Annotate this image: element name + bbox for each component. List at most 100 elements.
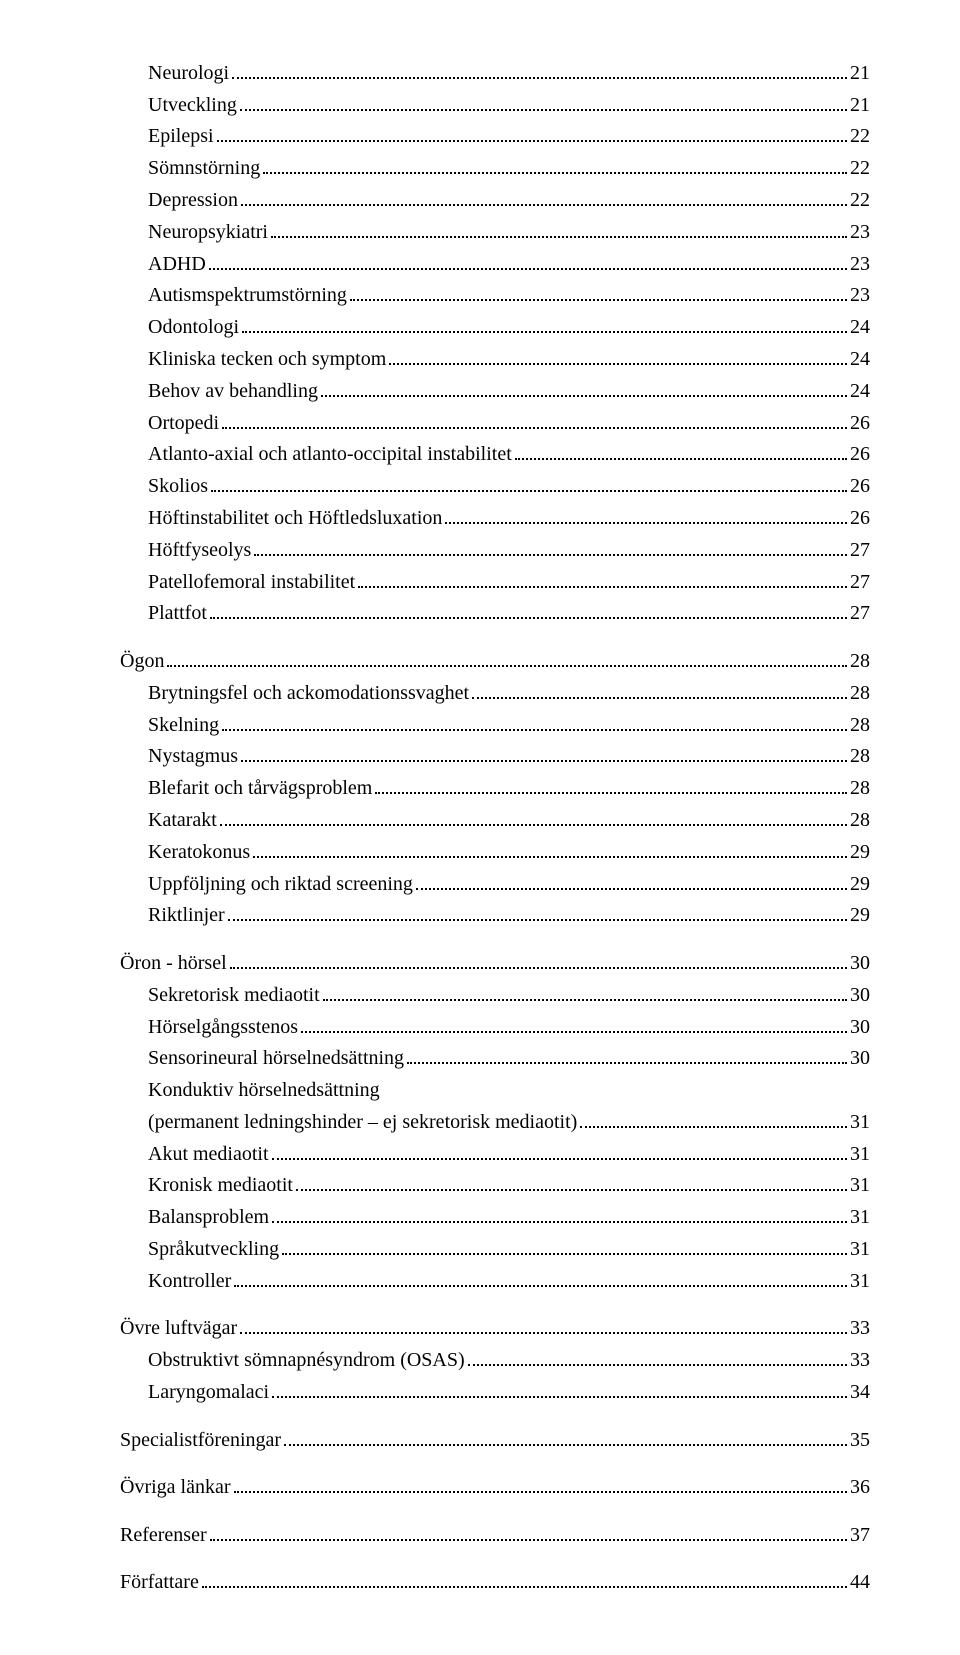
toc-entry: Utveckling21 [120,90,870,120]
toc-entry: Ögon 28 [120,646,870,676]
section-gap [120,1552,870,1566]
section-gap [120,1456,870,1470]
toc-page: 30 [850,948,870,978]
toc-page: 28 [850,741,870,771]
toc-label: Kontroller [148,1266,231,1296]
toc-label: Kronisk mediaotit [148,1170,293,1200]
toc-page: 34 [850,1377,870,1407]
toc-page: 27 [850,567,870,597]
toc-entry: (permanent ledningshinder – ej sekretori… [120,1107,870,1137]
toc-page: 33 [850,1345,870,1375]
toc-page: 28 [850,678,870,708]
toc-entry: Neuropsykiatri23 [120,217,870,247]
toc-entry: Atlanto-axial och atlanto-occipital inst… [120,439,870,469]
section-gap [120,1409,870,1423]
toc-leader [407,1047,847,1064]
toc-label: Neurologi [148,58,229,88]
toc-label: Obstruktivt sömnapnésyndrom (OSAS) [148,1345,465,1375]
toc-entry: Referenser 37 [120,1520,870,1550]
section-gap [120,1298,870,1312]
toc-leader [232,62,847,79]
toc-leader [242,316,847,333]
toc-entry: Patellofemoral instabilitet 27 [120,567,870,597]
toc-leader [389,348,847,365]
toc-label: Specialistföreningar [120,1425,281,1455]
toc-leader [210,1524,847,1541]
toc-page: 30 [850,1043,870,1073]
toc-entry: Autismspektrumstörning23 [120,280,870,310]
toc-leader [375,777,847,794]
toc-entry: Epilepsi22 [120,121,870,151]
toc-page: 28 [850,710,870,740]
toc-leader [272,1381,847,1398]
toc-leader [472,682,847,699]
toc-leader [301,1016,847,1033]
toc-label: Blefarit och tårvägsproblem [148,773,372,803]
toc-page: 31 [850,1107,870,1137]
toc-leader [228,904,847,921]
toc-leader [220,809,847,826]
toc-leader [240,94,847,111]
toc-entry: Specialistföreningar 35 [120,1425,870,1455]
toc-entry: Akut mediaotit31 [120,1139,870,1169]
toc-page: 21 [850,90,870,120]
toc-entry: Övre luftvägar33 [120,1313,870,1343]
toc-label: Ortopedi [148,408,219,438]
toc-entry: Laryngomalaci34 [120,1377,870,1407]
toc-leader [222,412,847,429]
toc-label: Katarakt [148,805,217,835]
toc-leader [358,571,847,588]
toc-entry: Depression22 [120,185,870,215]
toc-label: Patellofemoral instabilitet [148,567,355,597]
toc-label: Språkutveckling [148,1234,279,1264]
toc-leader [445,507,847,524]
toc-label: Odontologi [148,312,239,342]
toc-leader [263,157,847,174]
toc-label: (permanent ledningshinder – ej sekretori… [148,1107,577,1137]
toc-entry: Kliniska tecken och symptom24 [120,344,870,374]
toc-leader [209,253,847,270]
toc-entry: Sensorineural hörselnedsättning 30 [120,1043,870,1073]
toc-leader [272,1206,847,1223]
toc-page: 35 [850,1425,870,1455]
toc-leader [234,1476,847,1493]
toc-page: 29 [850,869,870,899]
toc-entry: Höftfyseolys27 [120,535,870,565]
toc-entry: Hörselgångsstenos30 [120,1012,870,1042]
toc-page: 26 [850,503,870,533]
toc-page: 31 [850,1170,870,1200]
toc-leader [580,1111,847,1128]
toc-page: 22 [850,185,870,215]
toc-label: Skelning [148,710,219,740]
toc-page: 30 [850,1012,870,1042]
toc-leader [167,650,847,667]
toc-page: 24 [850,344,870,374]
toc-entry: Odontologi24 [120,312,870,342]
toc-page: 23 [850,217,870,247]
toc-leader [321,380,847,397]
toc-label: Övriga länkar [120,1472,231,1502]
toc-leader [271,221,847,238]
toc-page: 26 [850,408,870,438]
toc-entry: Sekretorisk mediaotit30 [120,980,870,1010]
toc-leader [284,1429,847,1446]
toc-entry: Blefarit och tårvägsproblem28 [120,773,870,803]
toc-page: 36 [850,1472,870,1502]
toc-label: Referenser [120,1520,207,1550]
toc-entry: Sömnstörning22 [120,153,870,183]
toc-label: Ögon [120,646,164,676]
toc-label: Keratokonus [148,837,250,867]
toc-page: 28 [850,646,870,676]
toc-label: Uppföljning och riktad screening [148,869,413,899]
toc-entry: Konduktiv hörselnedsättning [120,1075,870,1105]
toc-page: 31 [850,1234,870,1264]
toc-label: Balansproblem [148,1202,269,1232]
toc-label: Behov av behandling [148,376,318,406]
toc-entry: Behov av behandling24 [120,376,870,406]
toc-leader [272,1143,847,1160]
toc-page: 37 [850,1520,870,1550]
toc-leader [282,1238,847,1255]
toc-page: 31 [850,1202,870,1232]
toc-label: Sensorineural hörselnedsättning [148,1043,404,1073]
toc-page: 28 [850,805,870,835]
